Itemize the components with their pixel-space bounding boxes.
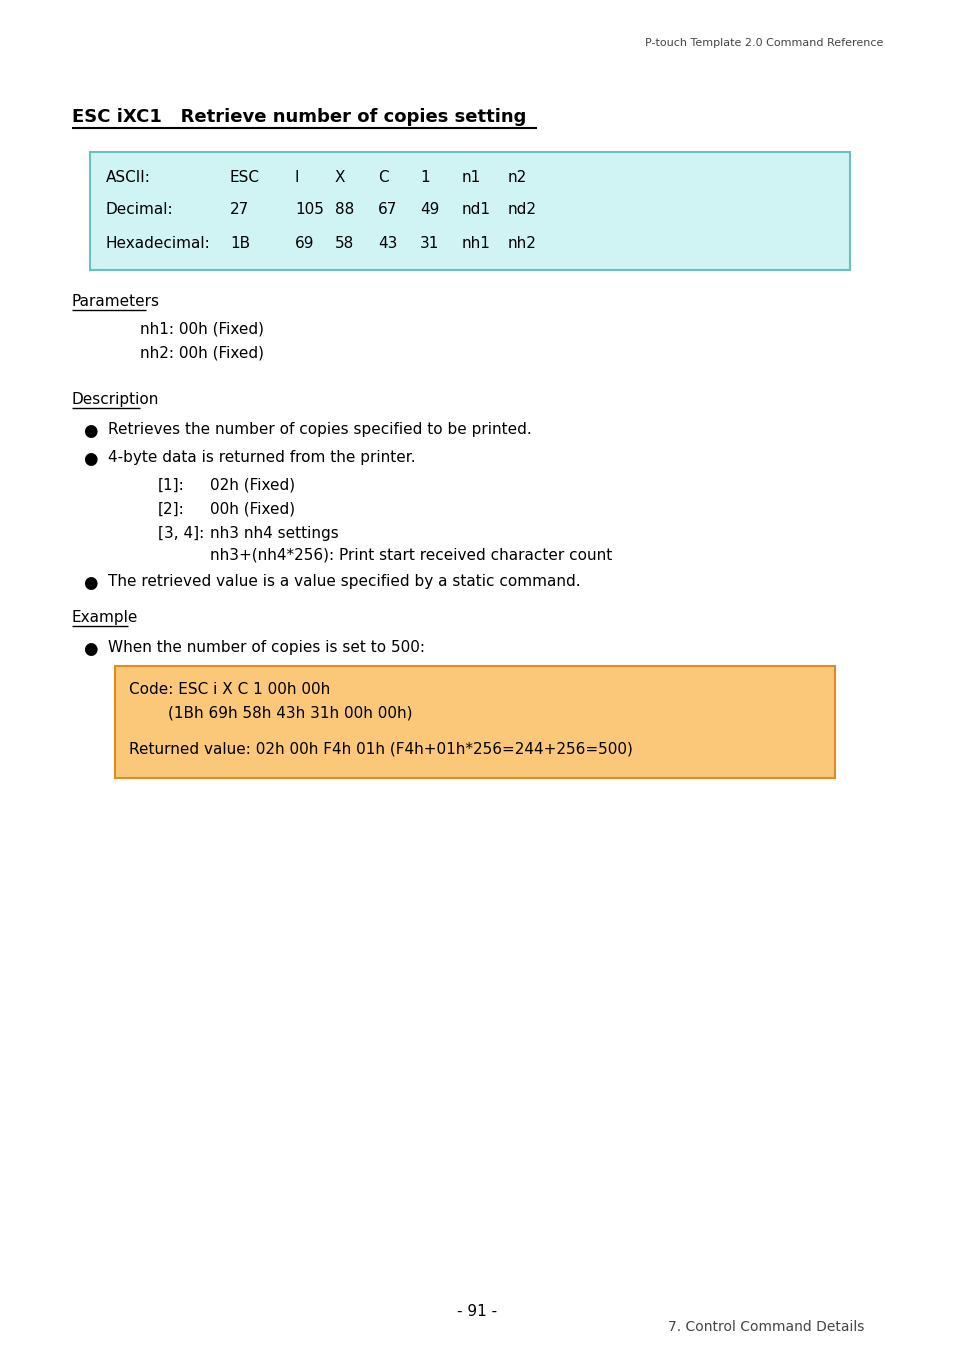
Text: [3, 4]:: [3, 4]:: [158, 526, 204, 541]
Text: When the number of copies is set to 500:: When the number of copies is set to 500:: [108, 640, 424, 655]
Text: ●: ●: [83, 423, 97, 440]
Text: 27: 27: [230, 202, 249, 217]
Text: - 91 -: - 91 -: [456, 1304, 497, 1319]
Text: I: I: [294, 170, 299, 185]
Text: The retrieved value is a value specified by a static command.: The retrieved value is a value specified…: [108, 574, 580, 589]
Text: Decimal:: Decimal:: [106, 202, 173, 217]
Text: Code: ESC i X C 1 00h 00h: Code: ESC i X C 1 00h 00h: [129, 682, 330, 697]
Text: [2]:: [2]:: [158, 502, 185, 517]
Text: 1: 1: [419, 170, 429, 185]
Text: [1]:: [1]:: [158, 478, 185, 493]
Text: ●: ●: [83, 450, 97, 468]
Text: ESC iXC1   Retrieve number of copies setting: ESC iXC1 Retrieve number of copies setti…: [71, 108, 526, 126]
Text: 00h (Fixed): 00h (Fixed): [210, 502, 294, 517]
Text: Parameters: Parameters: [71, 294, 160, 309]
Text: 69: 69: [294, 236, 314, 251]
Text: ●: ●: [83, 574, 97, 593]
Text: 58: 58: [335, 236, 354, 251]
Text: ESC: ESC: [230, 170, 260, 185]
Text: X: X: [335, 170, 345, 185]
Text: n1: n1: [461, 170, 480, 185]
Text: nh3 nh4 settings: nh3 nh4 settings: [210, 526, 338, 541]
Text: n2: n2: [507, 170, 527, 185]
Text: 105: 105: [294, 202, 323, 217]
Text: nd2: nd2: [507, 202, 537, 217]
Text: 43: 43: [377, 236, 397, 251]
Text: nh2: 00h (Fixed): nh2: 00h (Fixed): [140, 346, 264, 360]
Text: 7. Control Command Details: 7. Control Command Details: [667, 1320, 863, 1334]
FancyBboxPatch shape: [90, 153, 849, 270]
Text: Description: Description: [71, 392, 159, 406]
Text: P-touch Template 2.0 Command Reference: P-touch Template 2.0 Command Reference: [644, 38, 882, 49]
Text: 31: 31: [419, 236, 439, 251]
Text: (1Bh 69h 58h 43h 31h 00h 00h): (1Bh 69h 58h 43h 31h 00h 00h): [129, 706, 412, 721]
Text: nh2: nh2: [507, 236, 537, 251]
Text: nh3+(nh4*256): Print start received character count: nh3+(nh4*256): Print start received char…: [210, 548, 612, 563]
Text: 02h (Fixed): 02h (Fixed): [210, 478, 294, 493]
Text: ●: ●: [83, 640, 97, 657]
Text: 49: 49: [419, 202, 439, 217]
Text: 4-byte data is returned from the printer.: 4-byte data is returned from the printer…: [108, 450, 416, 464]
Text: 1B: 1B: [230, 236, 250, 251]
Text: C: C: [377, 170, 388, 185]
Text: Returned value: 02h 00h F4h 01h (F4h+01h*256=244+256=500): Returned value: 02h 00h F4h 01h (F4h+01h…: [129, 743, 632, 757]
Text: Hexadecimal:: Hexadecimal:: [106, 236, 211, 251]
Text: nh1: 00h (Fixed): nh1: 00h (Fixed): [140, 323, 264, 338]
Text: Retrieves the number of copies specified to be printed.: Retrieves the number of copies specified…: [108, 423, 531, 437]
Text: 88: 88: [335, 202, 354, 217]
Text: Example: Example: [71, 610, 138, 625]
FancyBboxPatch shape: [115, 666, 834, 778]
Text: 67: 67: [377, 202, 397, 217]
Text: nh1: nh1: [461, 236, 491, 251]
Text: nd1: nd1: [461, 202, 491, 217]
Text: ASCII:: ASCII:: [106, 170, 151, 185]
